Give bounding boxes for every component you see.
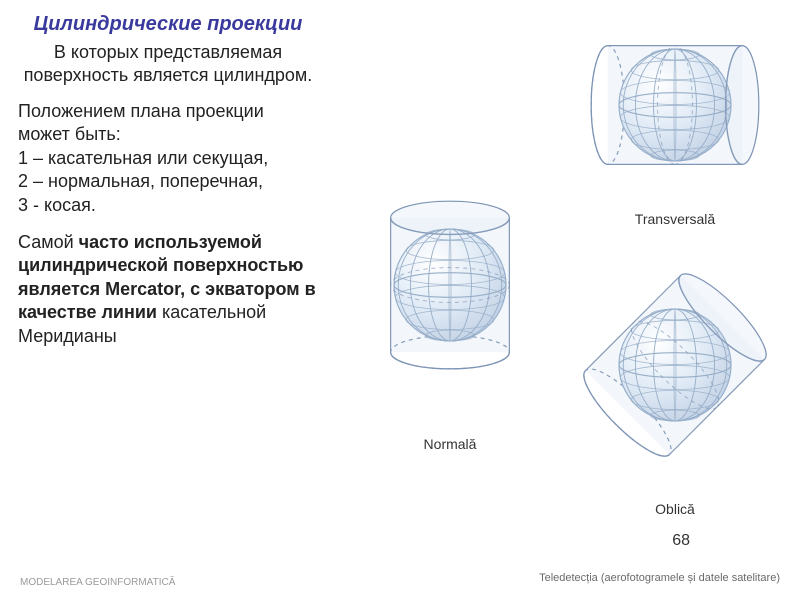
footer-right: Teledetecția (aerofotogramele și datele … xyxy=(539,572,780,584)
label-oblique: Oblică xyxy=(555,501,795,517)
projection-transverse: Transversală xyxy=(550,10,800,227)
para2-prefix: Самой xyxy=(18,232,79,252)
page-title: Цилиндрические проекции xyxy=(18,12,318,37)
projection-transverse-svg xyxy=(550,10,800,200)
projection-oblique-svg xyxy=(555,240,795,490)
page-number: 68 xyxy=(672,532,690,550)
footer-left: MODELAREA GEOINFORMATICĂ xyxy=(20,577,175,588)
diagram-area: Normală Transversală Oblică xyxy=(320,0,800,560)
label-normal: Normală xyxy=(360,436,540,452)
paragraph-positions: Положением плана проекции может быть: 1 … xyxy=(18,100,318,217)
paragraph-mercator: Самой часто используемой цилиндрической … xyxy=(18,231,318,348)
projection-normal: Normală xyxy=(360,145,540,452)
projection-normal-svg xyxy=(360,145,540,425)
page-subtitle: В которых представляемая поверхность явл… xyxy=(18,41,318,86)
projection-oblique: Oblică xyxy=(555,240,795,517)
label-transverse: Transversală xyxy=(550,211,800,227)
